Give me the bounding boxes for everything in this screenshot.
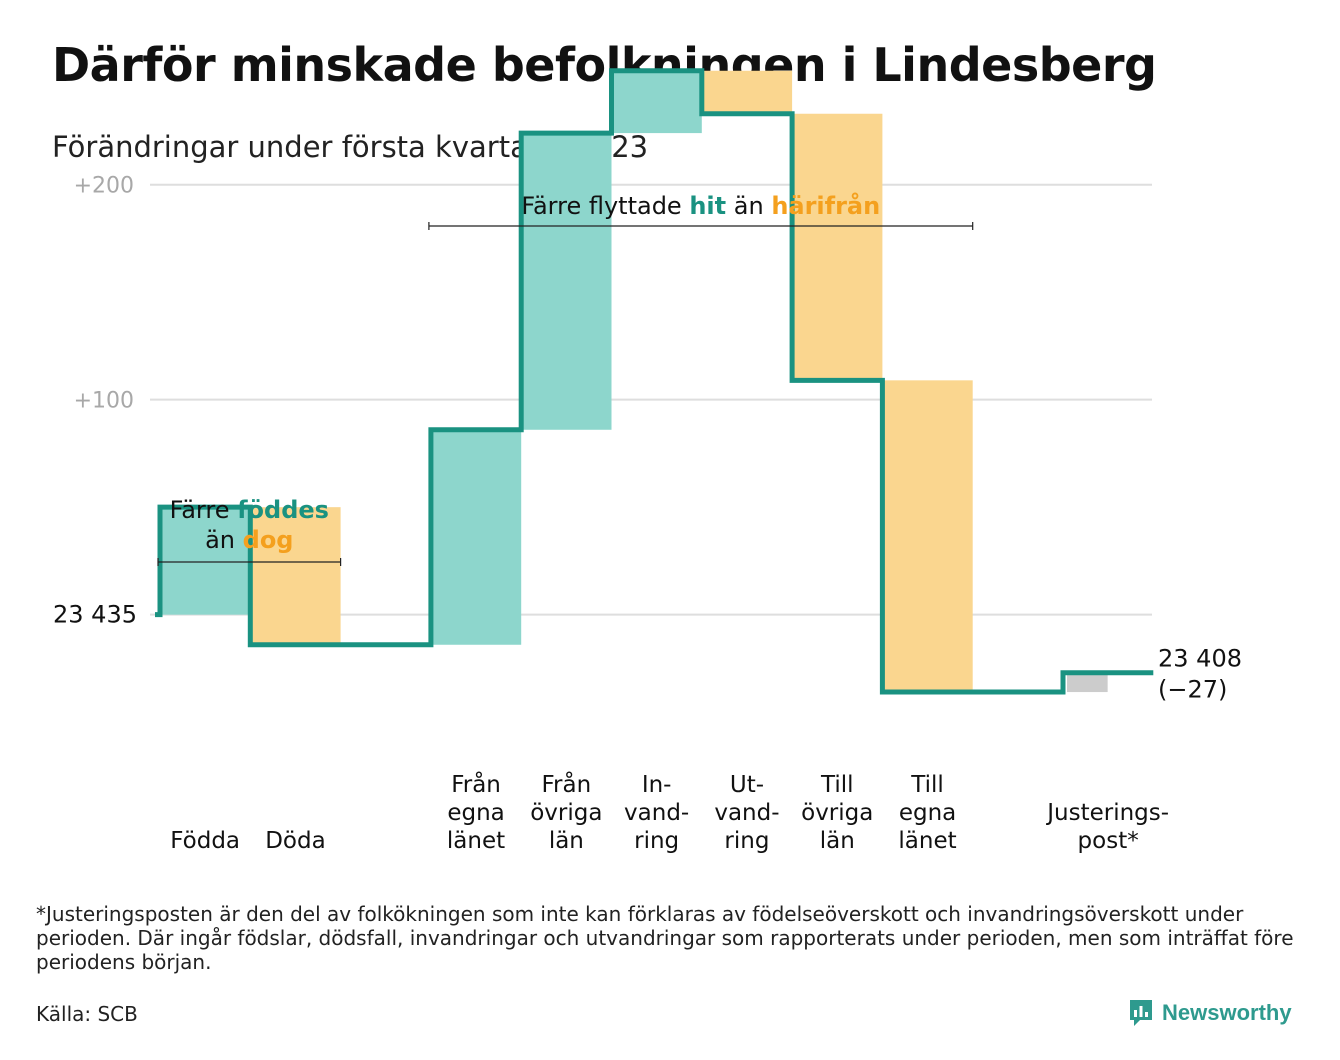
annotation-group: Färre flyttade hit än härifrån (428, 191, 974, 230)
annotation-segment: än (726, 192, 771, 220)
category-label: ring (634, 828, 679, 854)
category-label: Från (451, 770, 501, 798)
brand-logo: Newsworthy (1128, 998, 1292, 1028)
y-tick-label: +200 (74, 174, 134, 199)
annotation-segment: dog (243, 526, 294, 554)
category-label: övriga (801, 800, 873, 826)
category-label: Till (820, 772, 854, 798)
annotation-segment: Färre flyttade (521, 192, 689, 220)
bar-increase (160, 507, 251, 615)
bar-decrease (701, 70, 793, 114)
annotation-segment: hit (689, 192, 726, 220)
bar-decrease (882, 380, 973, 693)
category-label: län (549, 828, 584, 854)
category-label: egna (447, 800, 504, 826)
category-label: vand- (624, 800, 689, 826)
annotation-text: Färre föddes (170, 496, 329, 524)
annotation-text: Färre flyttade hit än härifrån (521, 191, 880, 220)
annotation-segment: än (205, 526, 243, 554)
brand-name: Newsworthy (1162, 1000, 1292, 1025)
annotation-segment: föddes (237, 496, 329, 524)
bar-adjust (1067, 672, 1108, 693)
cumulative-line (155, 68, 1154, 695)
category-label: vand- (714, 800, 779, 826)
bar-increase (430, 429, 522, 645)
category-label: länet (898, 828, 956, 854)
category-label: Ut- (730, 772, 764, 798)
footnote: *Justeringsposten är den del av folkökni… (36, 902, 1294, 974)
annotation-text: än dog (205, 526, 293, 554)
source-note: Källa: SCB (36, 1002, 138, 1026)
end-value-label: 23 408 (1158, 645, 1242, 673)
category-label: övriga (530, 800, 602, 826)
bar-increase (611, 70, 702, 134)
annotation-segment: härifrån (771, 191, 880, 220)
category-label: Till (910, 772, 944, 798)
chart-title: Därför minskade befolkningen i Lindesber… (52, 38, 1157, 92)
category-label: egna (899, 800, 956, 826)
bar-chart-speech-bubble-icon (1130, 1000, 1152, 1026)
category-label: ring (724, 828, 769, 854)
category-label: län (820, 828, 855, 854)
category-label: Döda (265, 828, 325, 854)
bar-decrease (792, 113, 883, 381)
category-label: In- (642, 772, 672, 798)
y-tick-label: +100 (74, 389, 134, 414)
category-label: Födda (170, 828, 240, 854)
bar-decrease (250, 507, 341, 645)
bar-increase (521, 133, 612, 430)
start-value-label: 23 435 (53, 601, 137, 629)
annotation-segment: Färre (170, 496, 238, 524)
category-label: Justerings- (1045, 800, 1169, 826)
category-label: post* (1078, 828, 1139, 854)
category-label: Från (542, 770, 592, 798)
end-change-label: (−27) (1158, 676, 1227, 704)
category-label: länet (447, 828, 505, 854)
